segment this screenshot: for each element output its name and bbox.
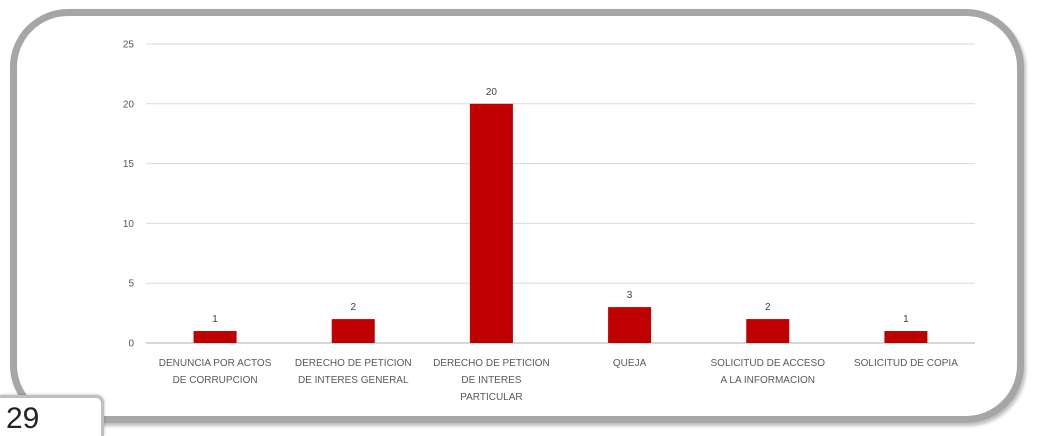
category-label: SOLICITUD DE ACCESO <box>711 358 826 369</box>
category-label: A LA INFORMACION <box>721 375 815 386</box>
page-number-tab: 29 <box>0 395 104 436</box>
y-tick-label: 10 <box>123 219 135 230</box>
category-label: PARTICULAR <box>460 392 522 403</box>
y-tick-label: 20 <box>123 99 135 110</box>
chart-frame <box>10 9 1024 423</box>
bar <box>469 103 513 343</box>
data-label: 1 <box>903 314 909 325</box>
y-tick-label: 15 <box>123 159 135 170</box>
gridlines <box>146 43 975 344</box>
bars <box>193 103 928 343</box>
category-labels: DENUNCIA POR ACTOS DE CORRUPCION DERECHO D… <box>159 358 958 403</box>
category-label: DE INTERES GENERAL <box>298 375 409 386</box>
category-label: DE INTERES <box>461 375 521 386</box>
data-label: 1 <box>212 314 218 325</box>
bar <box>331 319 375 343</box>
category-label: DERECHO DE PETICION <box>433 358 550 369</box>
bar <box>746 319 790 343</box>
category-label: SOLICITUD DE COPIA <box>854 358 958 369</box>
data-label: 20 <box>486 87 498 98</box>
bar <box>884 331 928 343</box>
y-tick-label: 5 <box>128 279 134 290</box>
category-label: DENUNCIA POR ACTOS <box>159 358 272 369</box>
data-label: 3 <box>627 290 633 301</box>
data-labels: 1 2 20 3 2 1 <box>212 87 909 325</box>
category-label: QUEJA <box>613 358 647 369</box>
y-axis-ticks: 0 5 10 15 20 25 <box>123 40 135 350</box>
data-label: 2 <box>765 302 771 313</box>
y-tick-label: 0 <box>128 339 134 350</box>
y-tick-label: 25 <box>123 40 135 51</box>
page-number: 29 <box>6 402 40 435</box>
bar <box>193 331 237 343</box>
bar <box>608 307 652 343</box>
category-label: DERECHO DE PETICION <box>295 358 412 369</box>
category-label: DE CORRUPCION <box>173 375 258 386</box>
data-label: 2 <box>350 302 356 313</box>
